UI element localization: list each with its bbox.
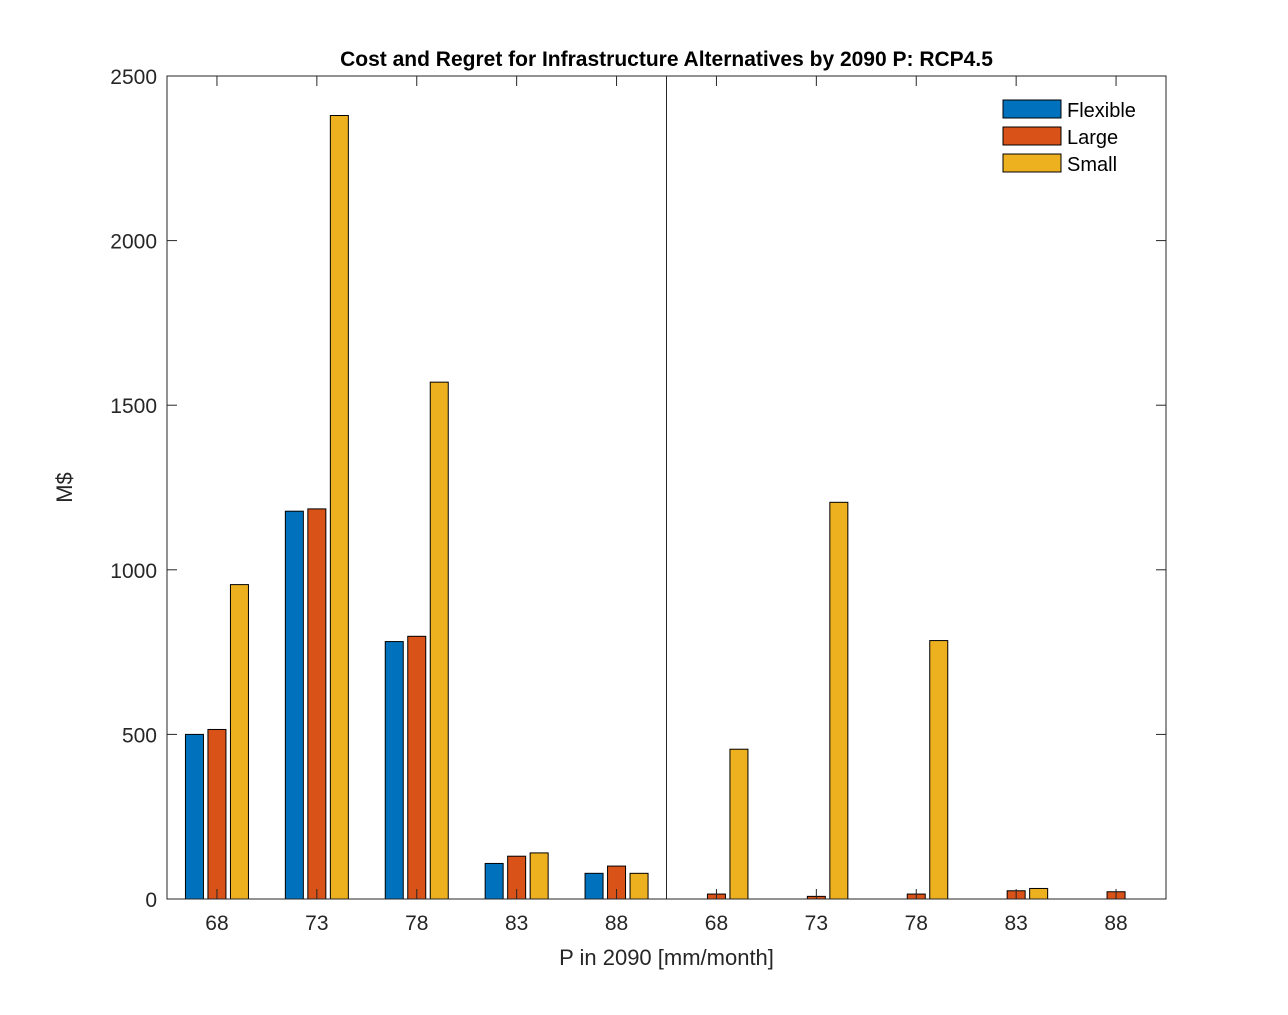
legend-label-small: Small	[1067, 154, 1117, 176]
bar-small-6	[829, 501, 849, 900]
x-tick-label: 68	[205, 912, 228, 935]
x-tick-label: 73	[805, 912, 828, 935]
y-axis-label: M$	[52, 472, 77, 503]
legend-swatch-small	[1002, 153, 1062, 173]
ticks-layer	[167, 75, 1166, 900]
bar-small-8	[1029, 887, 1049, 900]
bar-small-0	[229, 584, 249, 900]
x-tick-label: 83	[1004, 912, 1027, 935]
x-tick-label: 88	[1104, 912, 1127, 935]
bar-large-1	[307, 508, 327, 900]
legend-label-flexible: Flexible	[1067, 100, 1136, 122]
legend-label-large: Large	[1067, 127, 1118, 149]
bar-small-7	[929, 640, 949, 900]
bar-flexible-0	[184, 733, 204, 900]
x-tick-label: 78	[405, 912, 428, 935]
y-tick-label: 2000	[110, 231, 157, 254]
y-tick-label: 500	[122, 724, 157, 747]
bar-flexible-4	[584, 872, 604, 900]
legend-swatch-flexible	[1002, 99, 1062, 119]
y-tick-label: 1000	[110, 560, 157, 583]
legend: Flexible Large Small	[1002, 99, 1136, 176]
bar-small-1	[329, 115, 349, 900]
x-tick-label: 88	[605, 912, 628, 935]
bar-small-2	[429, 381, 449, 900]
y-tick-label: 2500	[110, 66, 157, 89]
bars-layer	[184, 115, 1126, 900]
chart-title: Cost and Regret for Infrastructure Alter…	[340, 48, 993, 71]
x-tick-label: 73	[305, 912, 328, 935]
bar-flexible-1	[284, 510, 304, 900]
x-axis-label: P in 2090 [mm/month]	[559, 945, 774, 970]
bar-small-4	[629, 872, 649, 900]
x-tick-label: 83	[505, 912, 528, 935]
y-tick-label: 1500	[110, 395, 157, 418]
x-tick-label: 68	[705, 912, 728, 935]
y-tick-label: 0	[145, 889, 157, 912]
bar-large-2	[407, 635, 427, 900]
x-tick-label: 78	[905, 912, 928, 935]
tick-labels-layer: 0 500 1000 1500 2000 2500 68 73 78 83 88 68 73 78 83 88	[110, 66, 1127, 935]
bar-small-5	[729, 748, 749, 900]
bar-flexible-2	[384, 641, 404, 900]
bar-small-3	[529, 852, 549, 900]
bar-large-0	[207, 728, 227, 900]
bar-flexible-3	[484, 862, 504, 900]
legend-swatch-large	[1002, 126, 1062, 146]
